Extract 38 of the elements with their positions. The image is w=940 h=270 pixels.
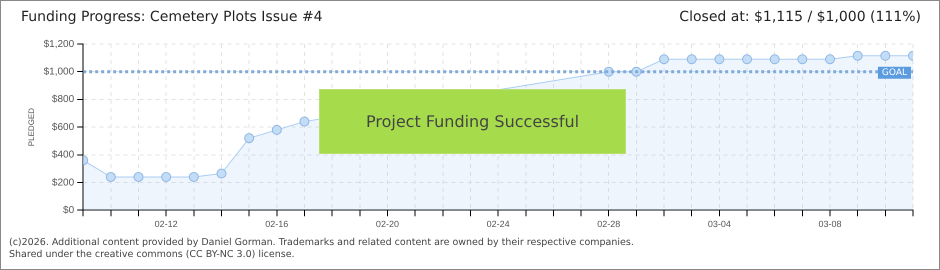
x-tick-label: 02-16 bbox=[265, 219, 288, 230]
x-tick-label: 02-24 bbox=[486, 219, 510, 230]
y-tick-label: $800 bbox=[52, 94, 75, 106]
point bbox=[825, 54, 836, 64]
chart-title: Funding Progress: Cemetery Plots Issue #4 bbox=[21, 9, 323, 25]
y-tick-label: $1,200 bbox=[44, 38, 75, 50]
point bbox=[852, 50, 863, 61]
y-tick-label: $600 bbox=[52, 122, 75, 133]
x-tick-label: 03-08 bbox=[818, 219, 842, 230]
text: Shared under the creative commons (CC BY-NC 3.0) license. bbox=[9, 249, 296, 261]
point bbox=[106, 172, 116, 182]
point bbox=[686, 54, 697, 64]
point bbox=[272, 124, 282, 135]
x-tick-label: 02-12 bbox=[154, 219, 178, 230]
y-tick-label: $200 bbox=[52, 177, 75, 188]
ref-line-label: GOAL bbox=[882, 68, 908, 78]
point bbox=[880, 50, 890, 61]
point bbox=[216, 168, 226, 178]
point bbox=[714, 54, 724, 64]
text: Closed at: $1,115 / $1,000 (111%) bbox=[679, 9, 921, 25]
point bbox=[299, 116, 310, 127]
y-tick-label: $400 bbox=[52, 150, 75, 161]
point bbox=[244, 133, 254, 144]
banner: Project Funding Successful bbox=[318, 88, 626, 154]
point bbox=[659, 54, 670, 64]
point bbox=[742, 54, 752, 64]
x-tick-label: 02-20 bbox=[376, 219, 399, 230]
point bbox=[161, 172, 172, 182]
x-tick-label: 02-28 bbox=[597, 219, 620, 230]
point bbox=[188, 172, 199, 182]
text: (c)2026. Additional content provided by Daniel Gorman. Trademarks and related content are owned by their respective companies. bbox=[9, 237, 634, 249]
point bbox=[134, 172, 144, 182]
point bbox=[797, 54, 808, 64]
x-tick-label: 03-04 bbox=[708, 219, 731, 230]
y-axis-title: PLEDGED bbox=[27, 108, 36, 146]
y-tick-label: $0 bbox=[63, 204, 75, 216]
y-tick-label: $1,000 bbox=[44, 66, 75, 78]
point bbox=[770, 54, 780, 64]
